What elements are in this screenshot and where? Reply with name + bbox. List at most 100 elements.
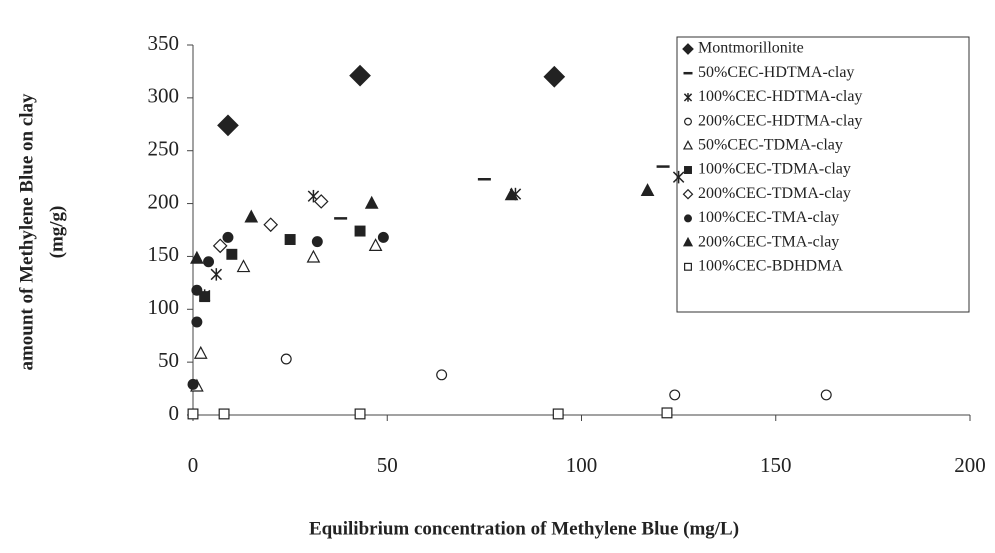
marker-shape [280,353,292,365]
marker-shape [191,284,203,296]
y-axis-label: (mg/g) [46,206,67,259]
legend-label: 200%CEC-HDTMA-clay [698,112,862,129]
marker-shape [203,256,215,268]
point [354,225,366,237]
marker-shape [684,166,692,174]
marker-shape [640,183,655,197]
marker-shape [436,369,448,381]
legend-marker [684,262,692,271]
point [313,194,329,209]
x-axis-label: Equilibrium concentration of Methylene B… [309,518,739,539]
marker-shape [217,114,239,137]
marker-shape [504,187,519,201]
y-tick-label: 350 [148,31,180,55]
marker-shape [543,65,566,88]
point [217,114,239,137]
y-tick-label: 0 [169,401,180,425]
x-tick-label: 100 [566,453,598,477]
marker-shape [313,194,329,209]
marker-shape [236,259,251,273]
y-tick-label: 300 [148,84,180,108]
point [187,408,199,420]
legend-label: 100%CEC-BDHDMA [698,257,843,274]
marker-shape [306,249,321,263]
legend-label: 200%CEC-TMA-clay [698,233,839,250]
point [368,238,383,252]
marker-shape [684,214,692,223]
point [552,408,564,420]
point [354,408,366,420]
point [244,209,259,223]
y-axis-label: amount of Methylene Blue on clay [16,93,37,371]
point [203,256,215,268]
point [199,291,211,303]
marker-shape [682,236,694,247]
marker-shape [349,64,371,87]
marker-shape [682,43,694,55]
point [640,183,655,197]
legend-marker [682,140,694,150]
marker-shape [222,231,234,243]
marker-shape [354,225,366,237]
point [349,64,371,87]
marker-shape [377,231,389,243]
point [311,236,323,248]
legend-label: 200%CEC-TDMA-clay [698,185,851,202]
marker-shape [311,236,323,248]
marker-shape [187,378,199,390]
marker-shape [684,117,692,126]
point [218,408,230,420]
point [306,249,321,263]
point [377,231,389,243]
x-tick-label: 0 [188,453,199,477]
marker-shape [199,291,211,303]
point [543,65,566,88]
marker-shape [552,408,564,420]
y-tick-label: 250 [148,137,180,161]
point [191,316,203,328]
point [222,231,234,243]
legend-marker [682,43,694,55]
legend-label: Montmorillonite [698,40,804,57]
point [504,187,519,201]
x-tick-label: 50 [377,453,398,477]
legend-label: 50%CEC-HDTMA-clay [698,64,854,81]
legend-label: 100%CEC-HDTMA-clay [698,88,862,105]
point [193,345,208,359]
x-tick-label: 200 [954,453,986,477]
legend-marker [684,117,692,126]
marker-shape [193,345,208,359]
legend-marker [683,93,693,102]
point [672,170,685,184]
marker-shape [191,316,203,328]
y-tick-label: 150 [148,242,180,266]
marker-shape [682,140,694,150]
y-tick-label: 50 [158,348,179,372]
marker-shape [684,262,692,271]
point [364,195,379,209]
legend-label: 50%CEC-TDMA-clay [698,136,843,153]
marker-shape [187,408,199,420]
point [212,238,228,254]
x-tick-label: 150 [760,453,792,477]
point [236,259,251,273]
y-tick-label: 100 [148,295,180,319]
marker-shape [682,188,694,200]
point [820,389,832,401]
point [284,234,296,245]
marker-shape [354,408,366,420]
point [210,268,223,281]
point [190,250,204,264]
legend-marker [684,166,692,174]
marker-shape [263,217,279,233]
marker-shape [284,234,296,245]
marker-shape [661,407,673,419]
legend-marker [684,214,692,223]
legend-marker [682,188,694,200]
legend-label: 100%CEC-TDMA-clay [698,161,851,178]
point [187,378,199,390]
marker-shape [190,250,204,264]
point [661,407,673,419]
marker-shape [820,389,832,401]
